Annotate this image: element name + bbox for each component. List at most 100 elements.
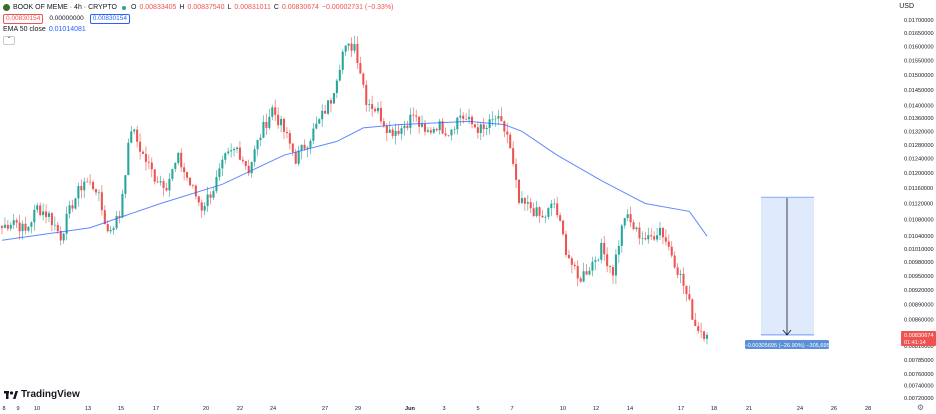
sell-price-button[interactable]: 0.00830154 bbox=[3, 13, 44, 24]
candle-body bbox=[644, 238, 647, 240]
price-tick-label: 0.01500000 bbox=[904, 73, 934, 79]
time-tick-label: 17 bbox=[153, 406, 159, 412]
candle-body bbox=[288, 133, 291, 144]
candle-body bbox=[277, 114, 280, 126]
candle-body bbox=[379, 107, 382, 122]
candle-body bbox=[685, 285, 688, 295]
candle-body bbox=[147, 161, 150, 163]
candle-body bbox=[144, 153, 147, 162]
candle-body bbox=[538, 207, 541, 216]
candle-body bbox=[65, 213, 68, 234]
candle-body bbox=[529, 202, 532, 209]
candle-body bbox=[688, 294, 691, 300]
candle-body bbox=[306, 147, 309, 149]
candle-body bbox=[71, 205, 74, 209]
candle-body bbox=[535, 207, 538, 217]
last-price: 0.00830674 bbox=[904, 333, 934, 339]
candle-body bbox=[235, 147, 239, 149]
candle-body bbox=[168, 178, 171, 191]
candle-body bbox=[588, 270, 591, 275]
candle-body bbox=[462, 115, 465, 119]
candle-body bbox=[121, 193, 124, 218]
price-tick-label: 0.00920000 bbox=[904, 288, 934, 294]
change-value: −0.00002731 (−0.33%) bbox=[321, 4, 394, 11]
candle-body bbox=[362, 73, 365, 85]
ema-indicator-value: 0.01014081 bbox=[48, 26, 86, 33]
candle-body bbox=[441, 121, 444, 134]
price-tick-label: 0.01700000 bbox=[904, 18, 934, 24]
price-tick-label: 0.00810000 bbox=[904, 344, 934, 350]
candle-body bbox=[241, 159, 244, 162]
candle-body bbox=[212, 191, 215, 198]
price-tick-label: 0.00740000 bbox=[904, 384, 934, 390]
time-tick-label: 10 bbox=[34, 406, 40, 412]
time-tick-label: 15 bbox=[118, 406, 124, 412]
ema-indicator-label[interactable]: EMA 50 close bbox=[3, 26, 46, 33]
candle-body bbox=[470, 116, 474, 125]
buy-price-button[interactable]: 0.00830154 bbox=[89, 13, 131, 24]
candle-body bbox=[341, 51, 344, 70]
candle-body bbox=[271, 107, 274, 117]
candle-body bbox=[89, 181, 92, 183]
time-axis: 8 9 10 13 15 17 20 22 24 27 29 Jun 3 5 7 10 12 14 17 18 21 24… bbox=[2, 406, 871, 412]
candle-body bbox=[611, 267, 615, 276]
candle-body bbox=[450, 129, 453, 136]
candle-body bbox=[476, 127, 479, 133]
candle-body bbox=[614, 254, 617, 276]
candle-body bbox=[653, 236, 656, 240]
candle-body bbox=[603, 242, 606, 255]
price-tick-label: 0.01280000 bbox=[904, 143, 934, 149]
candle-body bbox=[127, 142, 130, 176]
candle-body bbox=[294, 152, 297, 164]
candle-body bbox=[423, 123, 427, 132]
candle-body bbox=[579, 278, 582, 282]
last-price-tag: 0.00830674 01:41:14 bbox=[901, 331, 936, 346]
price-tick-label: 0.01400000 bbox=[904, 103, 934, 109]
price-tick-label: 0.01360000 bbox=[904, 116, 934, 122]
candle-countdown: 01:41:14 bbox=[904, 340, 926, 346]
candle-body bbox=[282, 119, 286, 132]
time-tick-label: 8 bbox=[2, 406, 5, 412]
candle-body bbox=[327, 100, 330, 114]
candle-body bbox=[130, 131, 133, 143]
candle-body bbox=[703, 331, 706, 339]
candle-body bbox=[523, 198, 526, 204]
candle-body bbox=[456, 117, 459, 130]
spread-value: 0.00000000 bbox=[49, 14, 84, 22]
tradingview-wordmark: TradingView bbox=[21, 389, 80, 400]
candle-body bbox=[512, 148, 515, 164]
candle-body bbox=[233, 148, 236, 151]
candle-body bbox=[171, 168, 174, 179]
time-tick-label: 27 bbox=[322, 406, 328, 412]
candle-body bbox=[141, 151, 145, 154]
price-tick-label: 0.01650000 bbox=[904, 31, 934, 37]
time-tick-label: 24 bbox=[270, 406, 276, 412]
candle-body bbox=[300, 144, 303, 151]
candle-body bbox=[6, 224, 9, 229]
price-tick-label: 0.00950000 bbox=[904, 274, 934, 280]
candle-body bbox=[244, 161, 247, 166]
candle-body bbox=[573, 264, 576, 267]
symbol-title[interactable]: BOOK OF MEME · 4h · CRYPTO bbox=[13, 4, 117, 11]
candle-body bbox=[412, 114, 415, 116]
candle-body bbox=[526, 202, 529, 204]
candle-body bbox=[468, 116, 471, 120]
candle-body bbox=[312, 128, 315, 141]
candle-body bbox=[215, 177, 218, 192]
candle-body bbox=[112, 228, 115, 230]
candle-body bbox=[515, 163, 518, 180]
collapse-legend-button[interactable]: ⌃ bbox=[3, 36, 15, 45]
currency-label[interactable]: USD bbox=[899, 3, 914, 10]
candle-body bbox=[435, 128, 438, 131]
candle-body bbox=[679, 273, 682, 275]
candle-body bbox=[92, 182, 95, 190]
candle-body bbox=[503, 121, 506, 132]
candle-body bbox=[47, 213, 51, 217]
candle-body bbox=[553, 203, 556, 205]
time-tick-label: 9 bbox=[16, 406, 19, 412]
candle-body bbox=[426, 130, 429, 132]
candle-body bbox=[562, 220, 565, 235]
chart-settings-gear-icon[interactable]: ⚙ bbox=[916, 403, 924, 412]
candle-body bbox=[567, 254, 570, 259]
